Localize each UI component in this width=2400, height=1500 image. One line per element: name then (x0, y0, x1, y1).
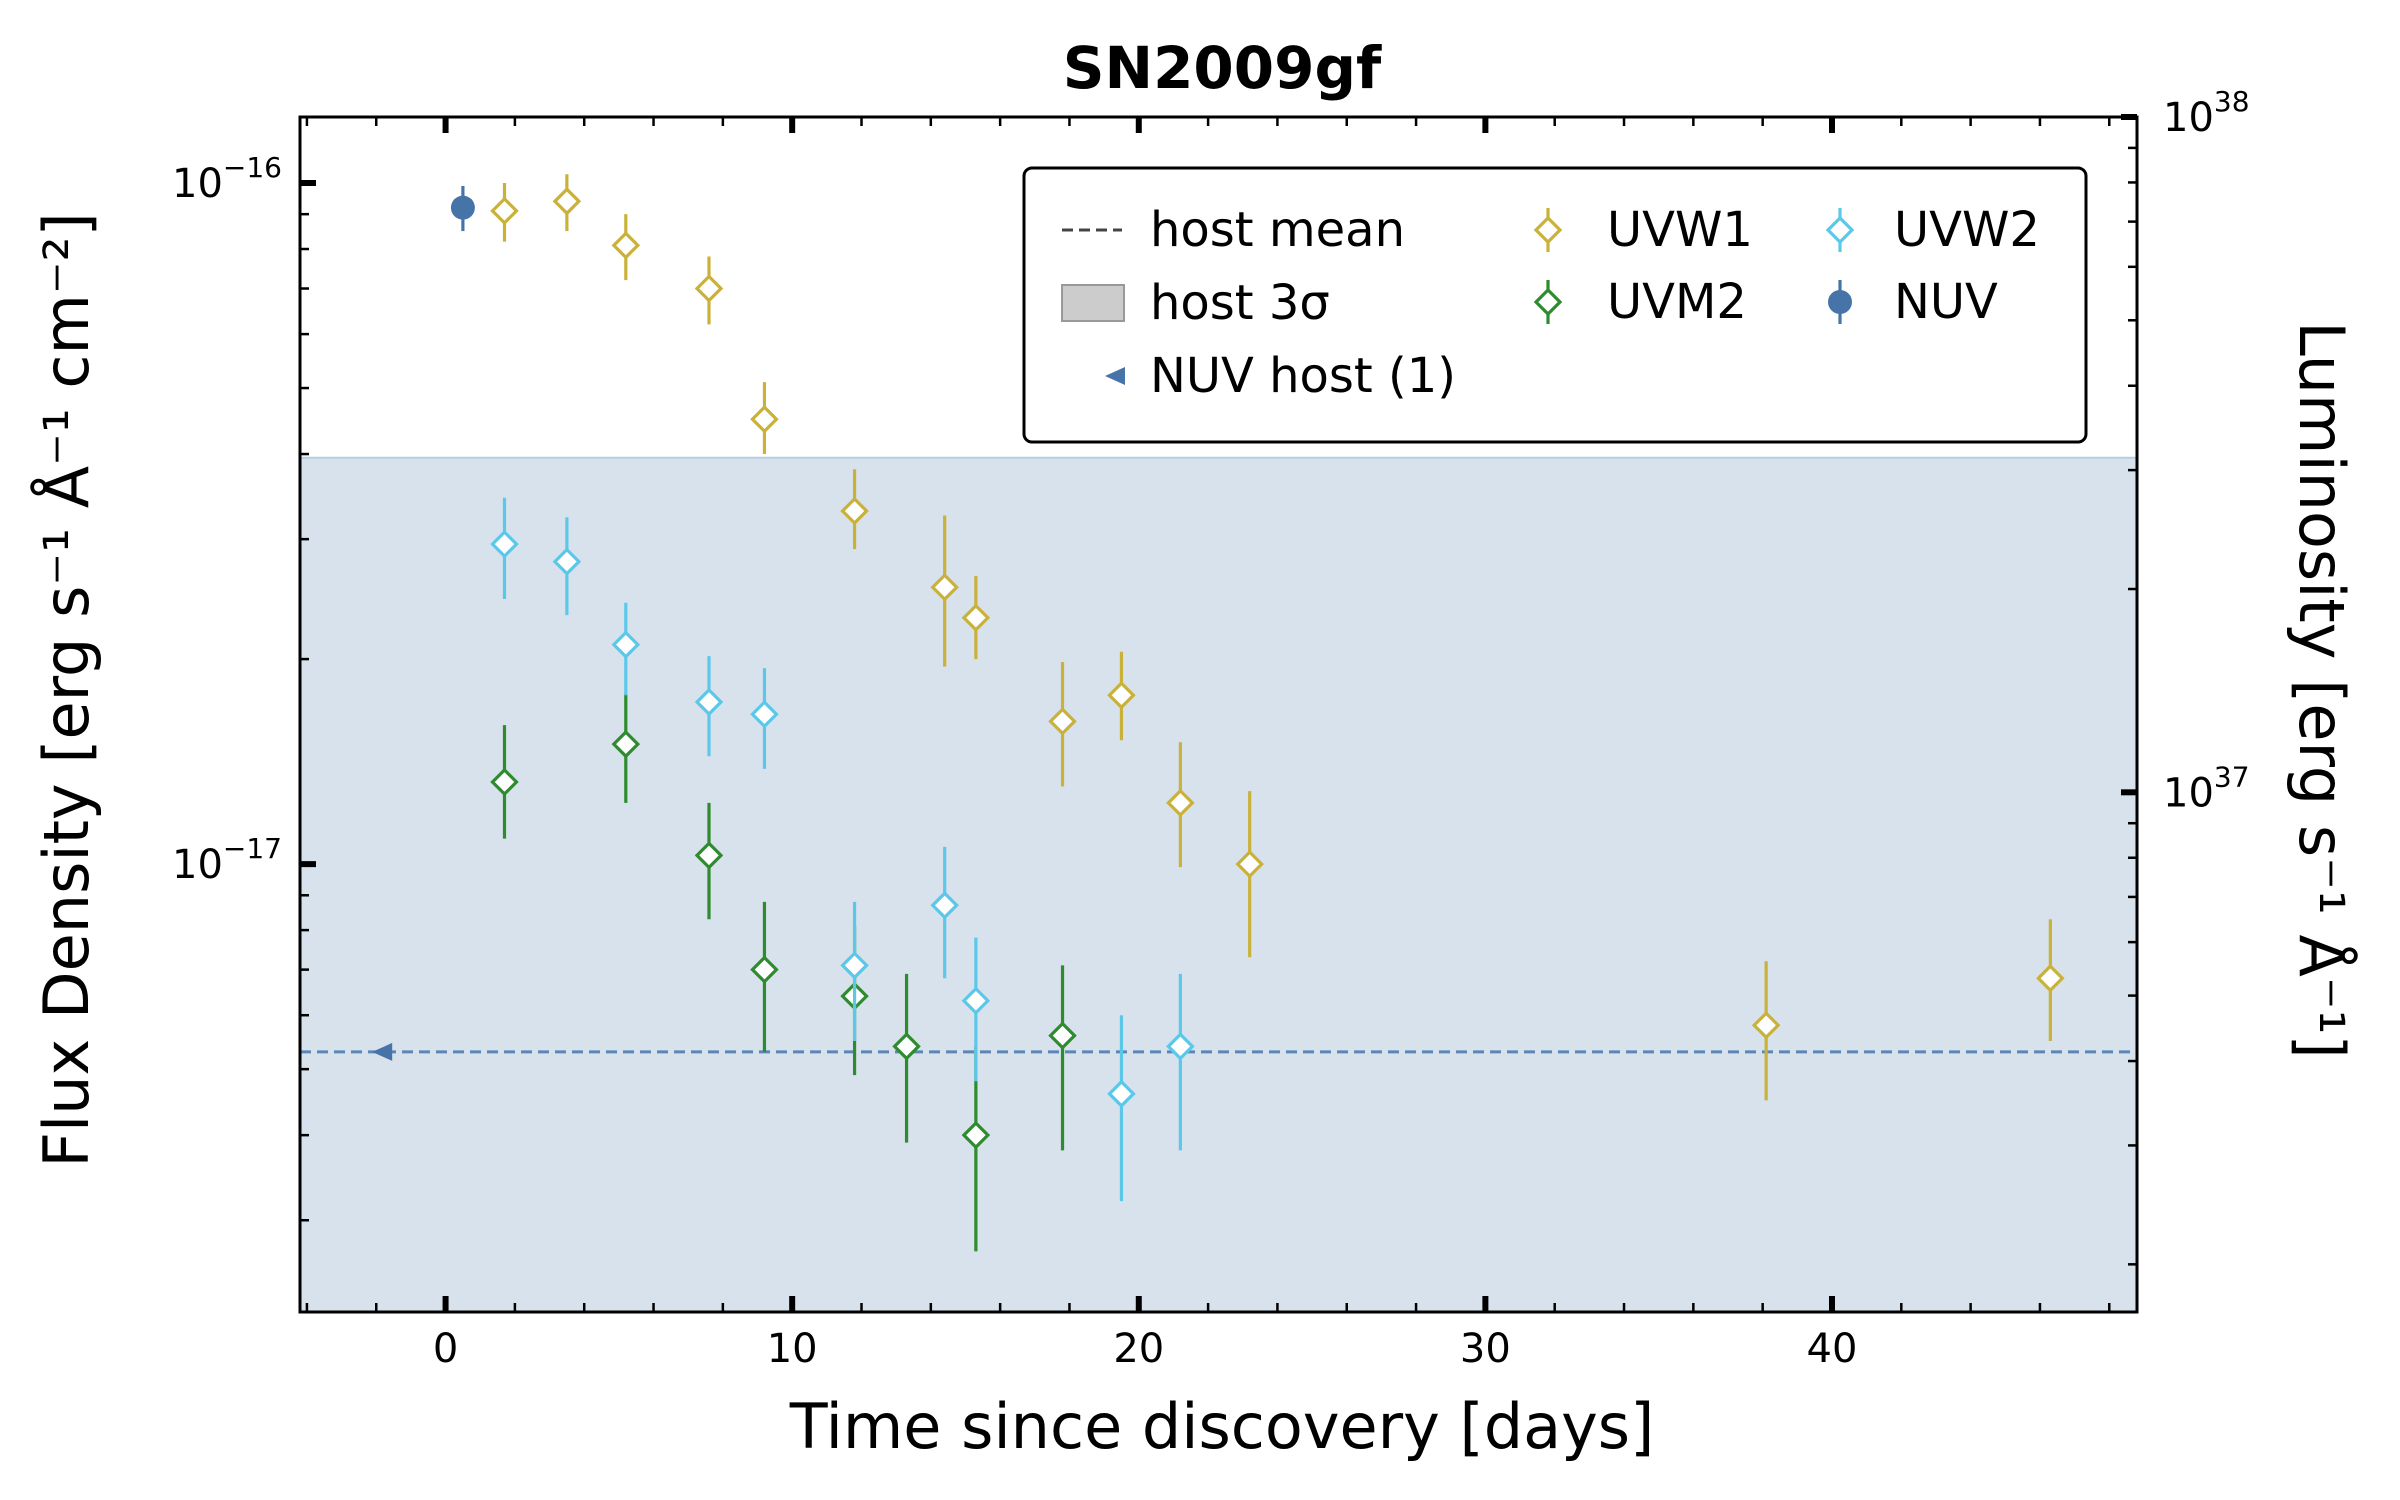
legend-host-band-swatch (1061, 284, 1125, 322)
uvw2-point-8 (1107, 1079, 1136, 1109)
axes-frame (298, 115, 2139, 1314)
legend: host mean host 3σ NUV host (1) UVW1 UVM2 UVW2… (1022, 166, 2088, 444)
x-tick-label: 10 (767, 1326, 818, 1372)
uvw2-point-4 (750, 699, 779, 729)
uvw2-point-5 (840, 951, 869, 980)
y-right-tick-label: 1038 (2163, 85, 2250, 141)
chart-title: SN2009gf (1063, 34, 1382, 102)
y-tick-label: 10−16 (172, 151, 282, 207)
x-axis-label: Time since discovery [days] (789, 1390, 1655, 1463)
uvm2-point-2 (694, 841, 724, 870)
uvm2-point-6 (961, 1120, 991, 1150)
y-tick-label-base: 10 (172, 161, 223, 207)
uvw2-point-2 (611, 630, 641, 659)
y-tick-label: 10−17 (172, 832, 282, 888)
uvw2-point-9 (1166, 1032, 1195, 1061)
uvw1-point-3 (694, 274, 724, 303)
legend-host-band-label: host 3σ (1150, 275, 1330, 331)
uvw2-point-0 (490, 529, 519, 559)
uvw1-point-6 (930, 572, 959, 602)
legend-nuv-host-label: NUV host (1) (1150, 348, 1456, 404)
host-3sigma-band (300, 457, 2137, 1313)
legend-nuv-marker (1828, 290, 1852, 314)
y-right-tick-label-exp: 38 (2214, 85, 2250, 118)
y-right-tick-label: 1037 (2163, 760, 2250, 816)
x-tick-label: 40 (1807, 1326, 1858, 1372)
y-right-tick-label-base: 10 (2163, 95, 2214, 141)
y-right-tick-label-base: 10 (2163, 770, 2214, 816)
uvm2-point-5 (892, 1032, 921, 1061)
y-axis-label: Flux Density [erg s⁻¹ Å⁻¹ cm⁻²] (30, 212, 103, 1167)
uvw1-point-5 (840, 496, 869, 526)
uvw2-point-7 (961, 986, 991, 1016)
uvm2-point-7 (1048, 1021, 1077, 1050)
uvw2-point-1 (552, 547, 582, 576)
uvw1-point-12 (1751, 1010, 1781, 1040)
uvw1-point-0 (490, 196, 519, 226)
legend-uvw2-label: UVW2 (1894, 202, 2040, 258)
legend-uvm2-label: UVM2 (1607, 274, 1747, 330)
y-axis-label-right: Luminosity [erg s⁻¹ Å⁻¹] (2285, 321, 2358, 1058)
legend-uvw1-marker (1533, 215, 1563, 245)
legend-nuv-host-swatch (1105, 367, 1125, 385)
legend-uvm2-marker (1533, 287, 1563, 317)
x-tick-label: 0 (433, 1326, 458, 1372)
uvm2-point-3 (750, 955, 779, 984)
nuv-point-0 (450, 195, 475, 220)
uvw1-point-8 (1048, 707, 1077, 736)
legend-uvw1-label: UVW1 (1607, 202, 1753, 258)
nuv-host-upper-limit (372, 1042, 393, 1061)
uvw2-point-6 (930, 891, 959, 920)
uvw1-point-9 (1107, 680, 1136, 710)
uvw1-point-2 (611, 231, 641, 260)
x-tick-label: 20 (1113, 1326, 1164, 1372)
legend-host-mean-label: host mean (1150, 202, 1405, 258)
legend-uvw2-marker (1825, 215, 1855, 245)
uvw1-point-13 (2036, 963, 2065, 993)
uvw1-point-1 (552, 187, 582, 216)
uvw2-point-3 (694, 687, 724, 717)
y-right-tick-label-exp: 37 (2214, 760, 2250, 793)
uvw1-point-11 (1235, 849, 1264, 879)
uvw1-point-7 (961, 603, 991, 633)
y-tick-label-exp: −16 (223, 151, 282, 184)
legend-nuv-label: NUV (1894, 274, 1998, 330)
uvm2-point-0 (490, 767, 519, 797)
uvm2-point-1 (611, 729, 641, 759)
y-tick-label-exp: −17 (223, 832, 282, 865)
uvw1-point-10 (1166, 788, 1195, 818)
y-tick-label-base: 10 (172, 842, 223, 888)
uvw1-point-4 (750, 404, 779, 434)
x-tick-label: 30 (1460, 1326, 1511, 1372)
